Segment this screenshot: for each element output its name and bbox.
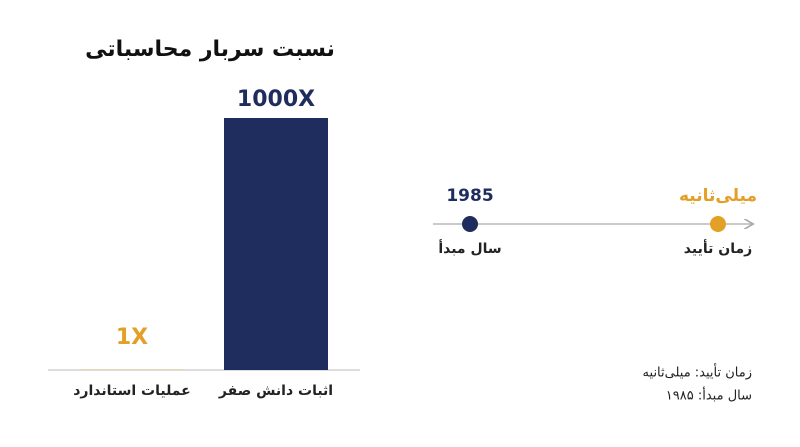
note: زمان تأیید: میلی‌ثانیه <box>643 363 752 381</box>
value-label: 1X <box>116 325 148 350</box>
timeline-label: زمان تأیید <box>684 239 752 257</box>
category-label: اثبات دانش صفر <box>218 383 333 399</box>
chart-title: نسبت سربار محاسباتی <box>85 37 335 62</box>
category-label: عملیات استاندارد <box>73 383 191 399</box>
bar <box>224 118 328 370</box>
timeline-value: 1985 <box>446 186 493 206</box>
timeline-label: سال مبدأ <box>438 239 501 257</box>
timeline-dot <box>710 216 726 232</box>
timeline-value: میلی‌ثانیه <box>679 186 757 206</box>
timeline-dot <box>462 216 478 232</box>
value-label: 1000X <box>237 87 315 112</box>
note: سال مبدأ: ۱۹۸۵ <box>666 387 752 404</box>
